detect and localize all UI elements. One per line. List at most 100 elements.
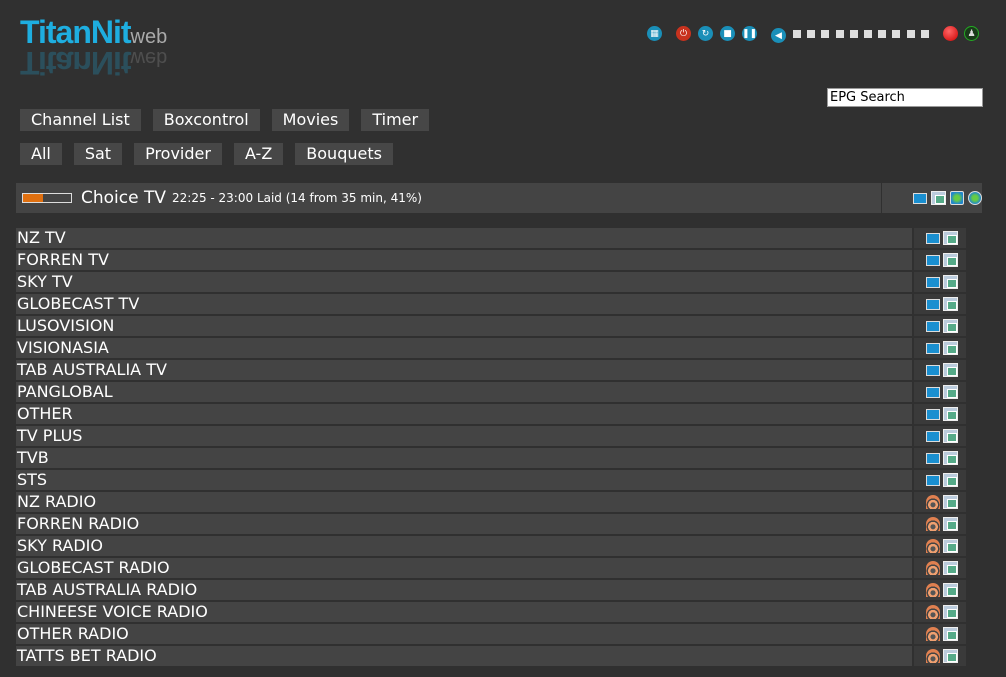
tv-icon[interactable] xyxy=(926,320,941,332)
volume-step[interactable] xyxy=(878,30,887,38)
radio-icon[interactable] xyxy=(926,649,941,663)
row-actions xyxy=(914,470,966,490)
tv-icon[interactable] xyxy=(926,408,941,420)
pause-icon[interactable]: ❚❚ xyxy=(742,26,757,41)
remote-icon[interactable]: ▦ xyxy=(647,26,662,41)
tv-icon[interactable] xyxy=(926,276,941,288)
epg-icon[interactable] xyxy=(943,341,959,355)
power-icon[interactable]: ⏻ xyxy=(676,26,691,41)
bouquet-name[interactable]: TVB xyxy=(16,448,913,468)
bouquet-name[interactable]: OTHER RADIO xyxy=(16,624,913,644)
filter-a-z[interactable]: A-Z xyxy=(233,143,284,165)
bouquet-name[interactable]: LUSOVISION xyxy=(16,316,913,336)
bouquet-name[interactable]: TATTS BET RADIO xyxy=(16,646,913,666)
radio-icon[interactable] xyxy=(926,561,941,575)
epg-icon[interactable] xyxy=(943,407,959,421)
list-item: FORREN TV xyxy=(16,250,966,270)
epg-icon[interactable] xyxy=(943,561,959,575)
volume-icon[interactable]: ◀ xyxy=(771,28,786,43)
web-stream-icon[interactable] xyxy=(968,191,982,205)
bouquet-name[interactable]: CHINEESE VOICE RADIO xyxy=(16,602,913,622)
tv-icon[interactable] xyxy=(926,254,941,266)
volume-step[interactable] xyxy=(920,30,929,38)
radio-icon[interactable] xyxy=(926,605,941,619)
filter-sat[interactable]: Sat xyxy=(73,143,123,165)
bouquet-name[interactable]: VISIONASIA xyxy=(16,338,913,358)
filter-bouquets[interactable]: Bouquets xyxy=(295,143,393,165)
epg-icon[interactable] xyxy=(943,253,959,267)
epg-icon[interactable] xyxy=(943,473,959,487)
bouquet-name[interactable]: GLOBECAST RADIO xyxy=(16,558,913,578)
restart-icon[interactable]: ↻ xyxy=(698,26,713,41)
volume-step[interactable] xyxy=(807,30,816,38)
epg-search-input[interactable] xyxy=(827,88,983,107)
menu-channel-list[interactable]: Channel List xyxy=(20,109,141,131)
volume-step[interactable] xyxy=(849,30,858,38)
row-actions xyxy=(914,536,966,556)
tv-icon[interactable] xyxy=(926,298,941,310)
bouquet-name[interactable]: TAB AUSTRALIA TV xyxy=(16,360,913,380)
epg-icon[interactable] xyxy=(931,191,946,205)
radio-icon[interactable] xyxy=(926,627,941,641)
tv-icon[interactable] xyxy=(926,386,941,398)
current-channel-name[interactable]: Choice TV xyxy=(81,188,166,208)
bouquet-name[interactable]: TV PLUS xyxy=(16,426,913,446)
epg-icon[interactable] xyxy=(943,297,959,311)
menu-boxcontrol[interactable]: Boxcontrol xyxy=(152,109,260,131)
radio-icon[interactable] xyxy=(926,583,941,597)
stream-icon[interactable] xyxy=(950,191,964,205)
menu-timer[interactable]: Timer xyxy=(361,109,430,131)
epg-icon[interactable] xyxy=(943,583,959,597)
menu-movies[interactable]: Movies xyxy=(271,109,350,131)
current-program-info: 22:25 - 23:00 Laid (14 from 35 min, 41%) xyxy=(172,191,422,205)
tv-icon[interactable] xyxy=(926,430,941,442)
epg-icon[interactable] xyxy=(943,451,959,465)
tv-icon[interactable] xyxy=(926,474,941,486)
epg-icon[interactable] xyxy=(943,539,959,553)
epg-icon[interactable] xyxy=(943,605,959,619)
epg-icon[interactable] xyxy=(943,429,959,443)
bouquet-name[interactable]: SKY TV xyxy=(16,272,913,292)
epg-icon[interactable] xyxy=(943,649,959,663)
volume-step[interactable] xyxy=(835,30,844,38)
radio-icon[interactable] xyxy=(926,539,941,553)
bouquet-name[interactable]: TAB AUSTRALIA RADIO xyxy=(16,580,913,600)
epg-icon[interactable] xyxy=(943,363,959,377)
epg-icon[interactable] xyxy=(943,275,959,289)
epg-icon[interactable] xyxy=(943,517,959,531)
epg-icon[interactable] xyxy=(943,385,959,399)
tv-icon[interactable] xyxy=(926,342,941,354)
bouquet-name[interactable]: STS xyxy=(16,470,913,490)
standby-icon[interactable]: ■ xyxy=(720,26,735,41)
tv-icon[interactable] xyxy=(913,192,927,204)
bouquet-name[interactable]: SKY RADIO xyxy=(16,536,913,556)
filter-provider[interactable]: Provider xyxy=(134,143,222,165)
tv-icon[interactable] xyxy=(926,452,941,464)
tv-icon[interactable] xyxy=(926,232,941,244)
epg-icon[interactable] xyxy=(943,319,959,333)
filter-all[interactable]: All xyxy=(20,143,62,165)
volume-step[interactable] xyxy=(821,30,830,38)
epg-icon[interactable] xyxy=(943,231,959,245)
bouquet-name[interactable]: NZ RADIO xyxy=(16,492,913,512)
volume-step[interactable] xyxy=(864,30,872,38)
radio-icon[interactable] xyxy=(926,517,941,531)
tv-icon[interactable] xyxy=(926,364,941,376)
bouquet-name[interactable]: PANGLOBAL xyxy=(16,382,913,402)
epg-icon[interactable] xyxy=(943,495,959,509)
list-item: FORREN RADIO xyxy=(16,514,966,534)
record-icon[interactable] xyxy=(943,26,958,41)
bouquet-name[interactable]: GLOBECAST TV xyxy=(16,294,913,314)
bouquet-name[interactable]: OTHER xyxy=(16,404,913,424)
bouquet-name[interactable]: NZ TV xyxy=(16,228,913,248)
signal-icon[interactable]: ♟ xyxy=(964,26,979,41)
volume-step[interactable] xyxy=(793,30,801,38)
radio-icon[interactable] xyxy=(926,495,941,509)
list-item: LUSOVISION xyxy=(16,316,966,336)
epg-icon[interactable] xyxy=(943,627,959,641)
bouquet-name[interactable]: FORREN RADIO xyxy=(16,514,913,534)
bouquet-name[interactable]: FORREN TV xyxy=(16,250,913,270)
volume-step[interactable] xyxy=(906,30,915,38)
volume-step[interactable] xyxy=(892,30,901,38)
list-item: NZ TV xyxy=(16,228,966,248)
